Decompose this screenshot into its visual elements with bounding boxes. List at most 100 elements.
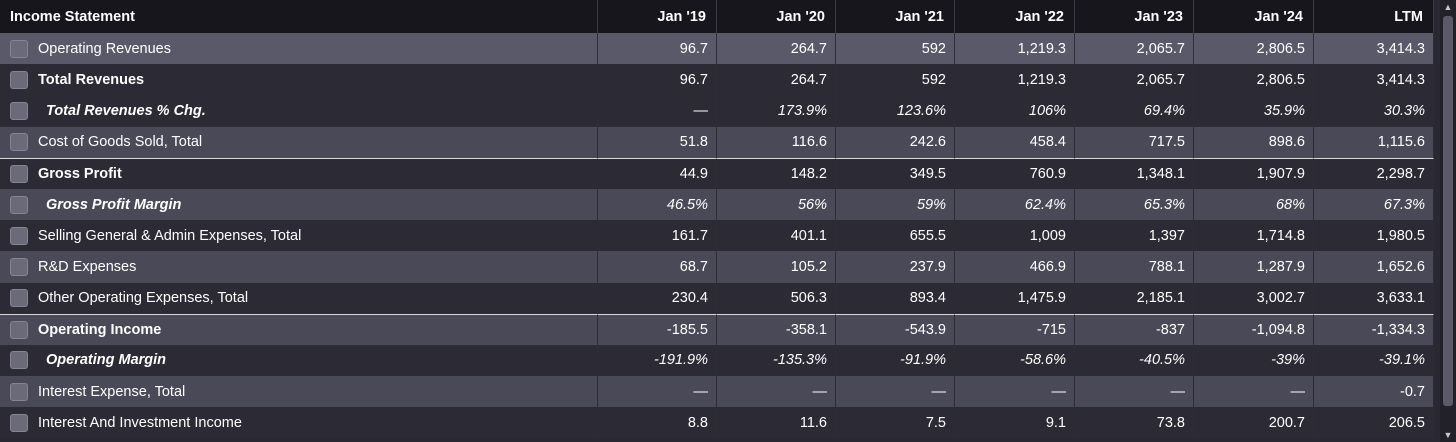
row-label: Total Revenues: [38, 71, 145, 88]
row-label: Interest And Investment Income: [38, 414, 242, 431]
value-cell: 106%: [955, 95, 1075, 127]
row-label: Gross Profit Margin: [46, 196, 182, 213]
value-cell: 466.9: [955, 251, 1075, 283]
value-cell: 1,219.3: [955, 33, 1075, 65]
row-checkbox[interactable]: [10, 70, 28, 89]
value-cell: 1,980.5: [1314, 220, 1434, 252]
row-label-cell: Cost of Goods Sold, Total: [0, 126, 598, 158]
value-cell: 2,298.7: [1314, 157, 1434, 189]
row-checkbox[interactable]: [10, 133, 28, 152]
value-cell: 1,115.6: [1314, 126, 1434, 158]
column-header-jan-21[interactable]: Jan '21: [836, 0, 955, 33]
row-label: Operating Income: [38, 321, 162, 338]
column-header-jan-19[interactable]: Jan '19: [598, 0, 717, 33]
row-checkbox[interactable]: [10, 320, 28, 339]
value-cell: 67.3%: [1314, 188, 1434, 221]
value-cell: 46.5%: [598, 188, 717, 221]
value-cell: -58.6%: [955, 344, 1075, 377]
value-cell: 56%: [717, 188, 836, 221]
value-cell: 264.7: [717, 33, 836, 65]
vertical-scrollbar[interactable]: ▲ ▼: [1440, 0, 1456, 442]
value-cell: —: [836, 376, 955, 408]
value-cell: 349.5: [836, 157, 955, 189]
value-cell: 2,065.7: [1075, 33, 1194, 65]
column-header-ltm[interactable]: LTM: [1314, 0, 1434, 33]
value-cell: 242.6: [836, 126, 955, 158]
column-header-jan-20[interactable]: Jan '20: [717, 0, 836, 33]
value-cell: 592: [836, 33, 955, 65]
value-cell: 206.5: [1314, 407, 1434, 439]
value-cell: -543.9: [836, 313, 955, 345]
row-label-cell: Selling General & Admin Expenses, Total: [0, 220, 598, 252]
value-cell: 2,806.5: [1194, 64, 1314, 96]
row-label: Other Operating Expenses, Total: [38, 290, 249, 307]
row-checkbox[interactable]: [10, 351, 28, 370]
row-label-cell: Interest And Investment Income: [0, 407, 598, 439]
value-cell: 68.7: [598, 251, 717, 283]
value-cell: 3,414.3: [1314, 33, 1434, 65]
row-checkbox[interactable]: [10, 257, 28, 276]
value-cell: 3,414.3: [1314, 64, 1434, 96]
row-checkbox[interactable]: [10, 101, 28, 120]
value-cell: 230.4: [598, 282, 717, 314]
value-cell: 59%: [836, 188, 955, 221]
scrollbar-thumb[interactable]: [1443, 16, 1453, 406]
value-cell: 1,348.1: [1075, 157, 1194, 189]
value-cell: —: [1075, 376, 1194, 408]
value-cell: 458.4: [955, 126, 1075, 158]
value-cell: —: [955, 376, 1075, 408]
row-label: Cost of Goods Sold, Total: [38, 134, 203, 151]
value-cell: 1,219.3: [955, 64, 1075, 96]
value-cell: 30.3%: [1314, 95, 1434, 127]
value-cell: 898.6: [1194, 126, 1314, 158]
row-label-cell: Total Revenues % Chg.: [0, 95, 598, 127]
value-cell: 7.5: [836, 407, 955, 439]
row-checkbox[interactable]: [10, 226, 28, 245]
row-label: Selling General & Admin Expenses, Total: [38, 227, 302, 244]
value-cell: 2,185.1: [1075, 282, 1194, 314]
value-cell: -39.1%: [1314, 344, 1434, 377]
triangle-down-icon[interactable]: ▼: [1443, 430, 1453, 440]
value-cell: —: [717, 376, 836, 408]
row-checkbox[interactable]: [10, 195, 28, 214]
row-label: Total Revenues % Chg.: [46, 102, 206, 119]
table-title: Income Statement: [0, 0, 598, 33]
triangle-up-icon[interactable]: ▲: [1443, 2, 1453, 12]
value-cell: 200.7: [1194, 407, 1314, 439]
row-label-cell: Operating Income: [0, 313, 598, 345]
column-header-jan-23[interactable]: Jan '23: [1075, 0, 1194, 33]
value-cell: -0.7: [1314, 376, 1434, 408]
row-checkbox[interactable]: [10, 413, 28, 432]
value-cell: 68%: [1194, 188, 1314, 221]
row-checkbox[interactable]: [10, 164, 28, 183]
row-label-cell: R&D Expenses: [0, 251, 598, 283]
row-label-cell: Operating Revenues: [0, 33, 598, 65]
row-checkbox[interactable]: [10, 39, 28, 58]
value-cell: 105.2: [717, 251, 836, 283]
row-label-cell: Other Operating Expenses, Total: [0, 282, 598, 314]
value-cell: 173.9%: [717, 95, 836, 127]
value-cell: 592: [836, 64, 955, 96]
value-cell: 3,002.7: [1194, 282, 1314, 314]
value-cell: 3,633.1: [1314, 282, 1434, 314]
value-cell: —: [598, 376, 717, 408]
column-header-jan-24[interactable]: Jan '24: [1194, 0, 1314, 33]
value-cell: 760.9: [955, 157, 1075, 189]
value-cell: 65.3%: [1075, 188, 1194, 221]
value-cell: 401.1: [717, 220, 836, 252]
row-checkbox[interactable]: [10, 382, 28, 401]
value-cell: 148.2: [717, 157, 836, 189]
value-cell: 44.9: [598, 157, 717, 189]
column-header-jan-22[interactable]: Jan '22: [955, 0, 1075, 33]
row-label: Gross Profit: [38, 165, 122, 182]
row-label: R&D Expenses: [38, 258, 137, 275]
value-cell: -91.9%: [836, 344, 955, 377]
row-checkbox[interactable]: [10, 289, 28, 308]
value-cell: 62.4%: [955, 188, 1075, 221]
value-cell: 2,065.7: [1075, 64, 1194, 96]
value-cell: 506.3: [717, 282, 836, 314]
value-cell: —: [598, 95, 717, 127]
value-cell: 73.8: [1075, 407, 1194, 439]
value-cell: -1,334.3: [1314, 313, 1434, 345]
